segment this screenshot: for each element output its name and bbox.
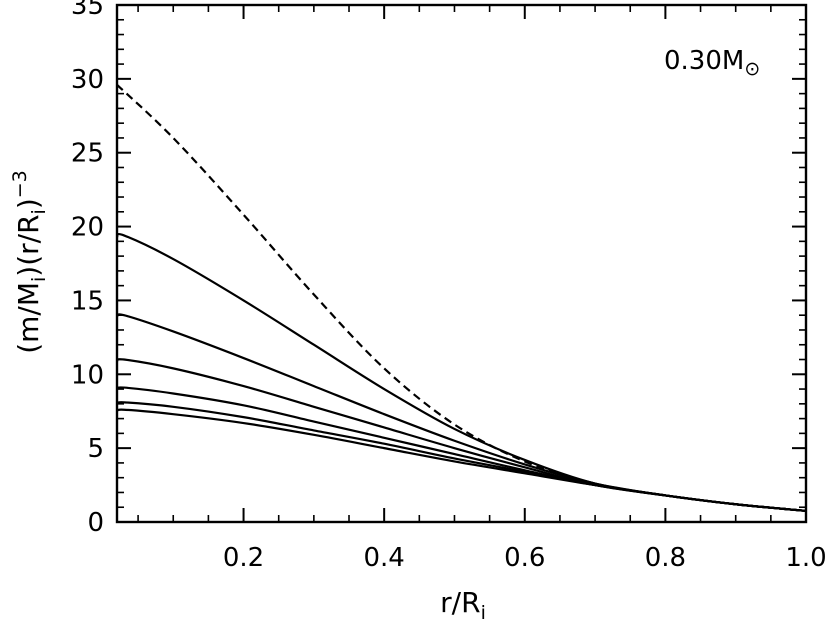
solid-curve-1 — [116, 232, 807, 513]
y-tick-label: 35 — [71, 0, 104, 21]
y-axis-label: (m/Mi)(r/Ri)−3 — [9, 170, 50, 354]
x-tick-label: 0.8 — [645, 543, 686, 573]
x-tick-label: 0.2 — [223, 543, 264, 573]
y-tick-label: 10 — [71, 360, 104, 390]
series-curves — [116, 83, 807, 513]
sun-symbol-icon: ⊙ — [744, 58, 760, 80]
annotation-label: 0.30M⊙ — [664, 46, 760, 80]
y-tick-label: 25 — [71, 139, 104, 169]
solid-curve-6 — [116, 408, 807, 513]
y-tick-label: 20 — [71, 213, 104, 243]
y-tick-label: 15 — [71, 286, 104, 316]
solid-curve-3 — [116, 358, 807, 513]
x-axis-label: r/Ri — [440, 586, 486, 623]
tick-labels: 0.2 0.4 0.6 0.8 1.0 0 5 10 15 20 25 30 35 — [71, 0, 827, 573]
x-tick-label: 0.4 — [363, 543, 404, 573]
dashed-curve — [116, 83, 807, 513]
y-tick-label: 30 — [71, 65, 104, 95]
plot-frame — [115, 3, 808, 524]
y-tick-label: 0 — [87, 508, 104, 538]
x-tick-label: 0.6 — [504, 543, 545, 573]
x-tick-label: 1.0 — [785, 543, 826, 573]
y-tick-label: 5 — [87, 434, 104, 464]
axis-ticks — [117, 4, 807, 523]
